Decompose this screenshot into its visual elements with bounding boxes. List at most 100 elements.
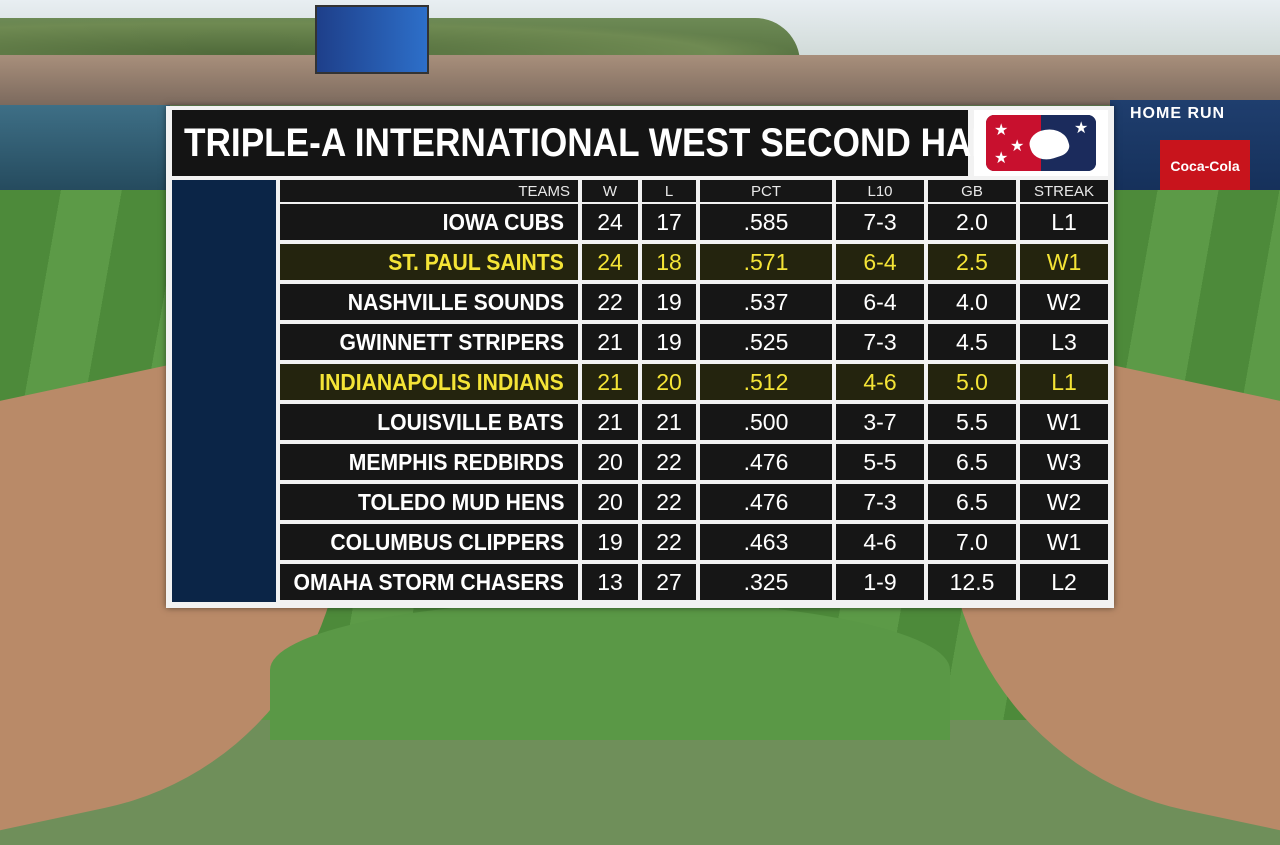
row-0-games-back: 2.0 <box>928 204 1016 240</box>
row-0-pct: .585 <box>700 204 832 240</box>
star-icon: ★ <box>994 150 1009 167</box>
row-1-last10: 6-4 <box>836 244 924 280</box>
column-header-team: TEAMS <box>280 180 578 202</box>
row-4-last10: 4-6 <box>836 364 924 400</box>
row-2-streak: W2 <box>1020 284 1108 320</box>
row-3-streak: L3 <box>1020 324 1108 360</box>
row-4-pct: .512 <box>700 364 832 400</box>
row-6-last10: 5-5 <box>836 444 924 480</box>
row-2-last10: 6-4 <box>836 284 924 320</box>
row-5-last10: 3-7 <box>836 404 924 440</box>
row-7-wins: 20 <box>582 484 638 520</box>
outfield-wall-left <box>0 105 170 195</box>
row-8-last10: 4-6 <box>836 524 924 560</box>
row-5-streak: W1 <box>1020 404 1108 440</box>
row-7-team: TOLEDO MUD HENS <box>280 484 578 520</box>
row-6-team: MEMPHIS REDBIRDS <box>280 444 578 480</box>
row-1-team: ST. PAUL SAINTS <box>280 244 578 280</box>
row-8-streak: W1 <box>1020 524 1108 560</box>
infield-grass <box>270 600 950 740</box>
row-9-losses: 27 <box>642 564 696 600</box>
row-5-losses: 21 <box>642 404 696 440</box>
row-1-games-back: 2.5 <box>928 244 1016 280</box>
row-3-pct: .525 <box>700 324 832 360</box>
row-5-pct: .500 <box>700 404 832 440</box>
row-0-wins: 24 <box>582 204 638 240</box>
row-9-team: OMAHA STORM CHASERS <box>280 564 578 600</box>
team-name: LOUISVILLE BATS <box>377 408 564 435</box>
row-7-streak: W2 <box>1020 484 1108 520</box>
row-9-streak: L2 <box>1020 564 1108 600</box>
row-0-streak: L1 <box>1020 204 1108 240</box>
row-8-games-back: 7.0 <box>928 524 1016 560</box>
row-6-pct: .476 <box>700 444 832 480</box>
home-run-banner: HOME RUN <box>1130 105 1226 122</box>
row-1-streak: W1 <box>1020 244 1108 280</box>
title-bar: TRIPLE-A INTERNATIONAL WEST SECOND HALF <box>172 110 1014 176</box>
row-4-losses: 20 <box>642 364 696 400</box>
row-7-pct: .476 <box>700 484 832 520</box>
team-name: IOWA CUBS <box>442 208 564 235</box>
star-icon: ★ <box>1010 138 1025 155</box>
row-1-losses: 18 <box>642 244 696 280</box>
column-header-wins: W <box>582 180 638 202</box>
row-3-team: GWINNETT STRIPERS <box>280 324 578 360</box>
row-8-losses: 22 <box>642 524 696 560</box>
row-4-team: INDIANAPOLIS INDIANS <box>280 364 578 400</box>
row-0-team: IOWA CUBS <box>280 204 578 240</box>
row-3-wins: 21 <box>582 324 638 360</box>
row-8-wins: 19 <box>582 524 638 560</box>
row-8-pct: .463 <box>700 524 832 560</box>
row-4-games-back: 5.0 <box>928 364 1016 400</box>
row-7-last10: 7-3 <box>836 484 924 520</box>
team-accent-strip <box>172 180 276 602</box>
row-9-wins: 13 <box>582 564 638 600</box>
column-header-games-back: GB <box>928 180 1016 202</box>
column-header-pct: PCT <box>700 180 832 202</box>
standings-graphic: TRIPLE-A INTERNATIONAL WEST SECOND HALF … <box>166 106 1114 608</box>
outfield-stands <box>0 55 1280 105</box>
row-7-losses: 22 <box>642 484 696 520</box>
row-0-last10: 7-3 <box>836 204 924 240</box>
team-name: OMAHA STORM CHASERS <box>293 568 564 595</box>
team-name: ST. PAUL SAINTS <box>388 248 564 275</box>
row-6-losses: 22 <box>642 444 696 480</box>
row-4-wins: 21 <box>582 364 638 400</box>
team-name: TOLEDO MUD HENS <box>357 488 564 515</box>
team-name: NASHVILLE SOUNDS <box>347 288 564 315</box>
standings-title: TRIPLE-A INTERNATIONAL WEST SECOND HALF <box>184 120 1015 165</box>
row-8-team: COLUMBUS CLIPPERS <box>280 524 578 560</box>
row-3-losses: 19 <box>642 324 696 360</box>
coca-cola-ad: Coca-Cola <box>1160 140 1250 192</box>
team-name: COLUMBUS CLIPPERS <box>330 528 564 555</box>
team-name: MEMPHIS REDBIRDS <box>348 448 564 475</box>
row-7-games-back: 6.5 <box>928 484 1016 520</box>
standings-table: TEAMS W L PCT L10 GB STREAK IOWA CUBS 24 17.585 7-… <box>280 180 1108 602</box>
row-4-streak: L1 <box>1020 364 1108 400</box>
row-0-losses: 17 <box>642 204 696 240</box>
row-3-games-back: 4.5 <box>928 324 1016 360</box>
row-9-pct: .325 <box>700 564 832 600</box>
row-6-wins: 20 <box>582 444 638 480</box>
column-header-losses: L <box>642 180 696 202</box>
row-9-games-back: 12.5 <box>928 564 1016 600</box>
logo-box: ★ ★ ★ ★ <box>974 110 1108 176</box>
row-5-team: LOUISVILLE BATS <box>280 404 578 440</box>
row-6-games-back: 6.5 <box>928 444 1016 480</box>
milb-logo-icon: ★ ★ ★ ★ <box>986 115 1096 171</box>
team-name: INDIANAPOLIS INDIANS <box>319 368 564 395</box>
row-6-streak: W3 <box>1020 444 1108 480</box>
column-header-last10: L10 <box>836 180 924 202</box>
row-2-wins: 22 <box>582 284 638 320</box>
column-header-streak: STREAK <box>1020 180 1108 202</box>
row-2-games-back: 4.0 <box>928 284 1016 320</box>
row-2-pct: .537 <box>700 284 832 320</box>
row-2-losses: 19 <box>642 284 696 320</box>
row-5-wins: 21 <box>582 404 638 440</box>
row-5-games-back: 5.5 <box>928 404 1016 440</box>
star-icon: ★ <box>994 122 1009 139</box>
scoreboard-sign <box>315 5 429 74</box>
row-1-wins: 24 <box>582 244 638 280</box>
row-1-pct: .571 <box>700 244 832 280</box>
row-2-team: NASHVILLE SOUNDS <box>280 284 578 320</box>
